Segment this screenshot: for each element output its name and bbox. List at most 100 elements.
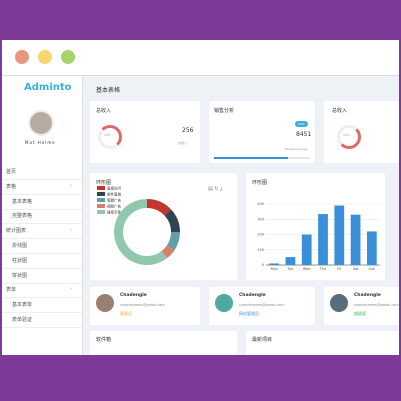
user-email: coderthemes@gmail.com [239,303,284,307]
legend-label: 邮件营销 [107,192,121,197]
user-email: coderthemes@gmail.com [120,303,165,307]
card-title: 环形图 [252,180,268,186]
stat-ring [98,125,122,149]
user-card: Chadengle coderthemes@gmail.com 管理员 [90,287,200,325]
legend-label: 搜索引擎 [107,210,121,215]
close-dot[interactable] [15,50,29,64]
legend-label: 直接访问 [107,186,121,191]
x-tick-label: Tue [286,267,293,271]
donut-segment [147,199,172,216]
panel-title: 最新项目 [252,337,273,343]
menu-sep [2,208,82,210]
stat-value: 8451 [296,131,312,138]
sidebar-border [82,76,83,355]
menu-arrow[interactable]: › [70,227,72,234]
stat-card: 销售分析 50% 8451 Revenue today [209,101,315,163]
divider [2,75,399,76]
user-card: Chadengle coderthemes@gmail.com 网站管理员 [209,287,315,325]
avatar [28,110,54,136]
x-tick-label: Sat [353,267,359,271]
toolbar-icons[interactable]: ▤ ↻ ⤓ [208,186,223,192]
stat-badge: 50% [295,121,308,127]
legend-label: 视频广告 [107,204,121,209]
menu-sep [2,193,82,195]
x-tick-label: Sun [369,267,376,271]
user-role[interactable]: 管理员 [120,311,132,316]
bar [318,214,328,265]
menu-item[interactable]: 表格 [6,183,17,190]
y-tick-label: 100 [257,248,264,252]
legend-swatch [97,210,105,214]
user-card: Chadengle coderthemes@gmail.com 超级管 [324,287,399,325]
backdrop [0,355,401,401]
x-tick-label: Fri [337,267,341,271]
menu-sep [2,327,82,328]
menu-sep [2,267,82,269]
menu-sep [2,253,82,254]
bar [366,231,377,265]
menu-item[interactable]: 统计图表 [6,228,27,235]
donut-segment [167,232,180,251]
menu-item[interactable]: 柱状图 [12,257,28,264]
legend-swatch [97,186,105,190]
bar [301,234,312,265]
menu-sep [2,282,82,284]
user-name: Chadengle [239,293,266,298]
y-tick-label: 200 [257,233,264,237]
donut-segment [161,245,175,259]
stat-ring [337,125,361,149]
max-dot[interactable] [61,50,75,64]
user-name: Chadengle [120,293,147,298]
stat-title: 总收入 [332,108,348,114]
legend-swatch [97,192,105,196]
menu-item[interactable]: 饼状图 [12,272,28,279]
legend-swatch [97,204,105,208]
user-role[interactable]: 超级管 [354,311,366,316]
menu-item[interactable]: 表单 [6,287,17,294]
panel: 最新项目 [246,331,399,355]
stat-card: 总收入 10% [324,101,399,163]
user-name: Mat Helme [25,140,56,145]
stat-value: 256 [182,127,194,134]
menu-sep [2,297,82,299]
panel-title: 软件箱 [96,337,112,343]
x-tick-label: Wed [303,267,311,271]
x-tick-label: Mon [270,267,277,271]
donut-segment [164,209,180,233]
menu-sep [2,223,82,225]
stat-card: 总收入 10% 256 总收入 [90,101,200,163]
stat-percent: 10% [343,133,350,137]
legend-label: 联盟广告 [107,198,121,203]
menu-item[interactable]: 折线图 [12,243,28,249]
y-tick-label: 300 [257,217,264,221]
x-tick-label: Thu [319,267,327,271]
stat-title: 总收入 [96,108,112,114]
menu-sep [2,238,82,240]
menu-arrow[interactable]: › [70,286,72,293]
menu-item[interactable]: 基本表单 [12,302,33,309]
stat-note: Revenue today [285,147,308,151]
menu-sep [2,179,82,180]
bar [269,263,280,265]
bar [285,257,296,265]
user-role[interactable]: 网站管理员 [239,311,259,316]
menu-item[interactable]: 完整表格 [12,213,33,220]
bar [334,205,345,265]
bar-card: 环形图 [246,173,385,280]
user-avatar [330,294,348,312]
y-tick-label: 0 [262,263,264,267]
menu-item[interactable]: 首页 [6,169,17,175]
card-title: 环形图 [96,180,112,186]
min-dot[interactable] [38,50,52,64]
page-title: 基本表格 [96,87,121,94]
user-name: Chadengle [354,293,381,298]
user-avatar [215,294,233,312]
menu-sep [2,312,82,314]
menu-item[interactable]: 基本表格 [12,198,33,205]
y-tick-label: 400 [257,202,264,206]
menu-arrow[interactable]: › [70,182,72,189]
menu-item[interactable]: 表单验证 [12,317,33,323]
legend-swatch [97,198,105,202]
